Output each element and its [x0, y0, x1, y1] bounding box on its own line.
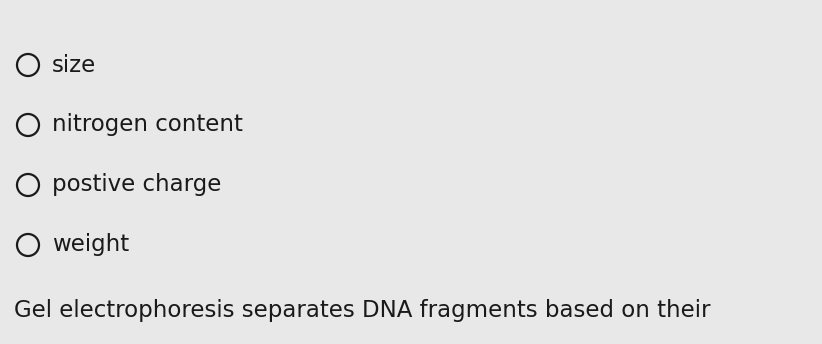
- Text: Gel electrophoresis separates DNA fragments based on their: Gel electrophoresis separates DNA fragme…: [14, 299, 710, 322]
- Text: nitrogen content: nitrogen content: [52, 114, 242, 137]
- Text: size: size: [52, 54, 96, 76]
- Text: postive charge: postive charge: [52, 173, 221, 196]
- Text: weight: weight: [52, 234, 129, 257]
